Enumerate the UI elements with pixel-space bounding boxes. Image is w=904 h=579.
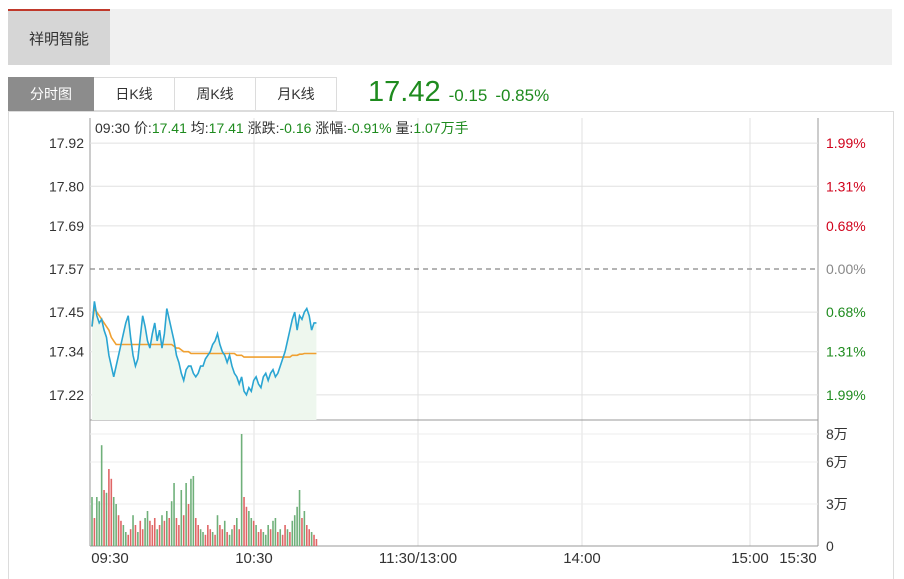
pct-tick-label: 1.31% — [826, 178, 866, 194]
y-tick-label: 17.92 — [49, 135, 84, 151]
tab-daily-k[interactable]: 日K线 — [94, 77, 175, 111]
info-vol: 1.07万手 — [413, 120, 469, 136]
pct-tick-label: 1.99% — [826, 135, 866, 151]
price-change: -0.15 — [448, 86, 488, 105]
info-vol-label: 量: — [395, 120, 414, 136]
volume-tick-label: 8万 — [826, 426, 848, 442]
chart-frame — [8, 111, 894, 579]
volume-tick-label: 6万 — [826, 454, 848, 470]
volume-tick-label: 0 — [826, 538, 834, 554]
volume-tick-label: 3万 — [826, 496, 848, 512]
tab-intraday[interactable]: 分时图 — [8, 77, 94, 111]
x-tick-label: 14:00 — [563, 550, 601, 567]
info-avg: 17.41 — [208, 120, 244, 136]
info-price: 17.41 — [151, 120, 187, 136]
info-time: 09:30 — [95, 120, 131, 136]
info-change-label: 涨跌: — [247, 120, 280, 136]
volume-bars — [91, 434, 318, 546]
pct-tick-label: 0.68% — [826, 304, 866, 320]
y-tick-label: 17.45 — [49, 304, 84, 320]
quote-summary: 17.42 -0.15 -0.85% — [368, 76, 549, 112]
y-tick-label: 17.57 — [49, 261, 84, 277]
info-pct: -0.91% — [347, 120, 392, 136]
price-lines — [91, 301, 317, 397]
info-price-label: 价: — [133, 120, 152, 136]
price-change-percent: -0.85% — [495, 86, 550, 105]
x-tick-label: 10:30 — [235, 550, 273, 567]
y-tick-label: 17.34 — [49, 344, 84, 360]
tab-weekly-k[interactable]: 周K线 — [175, 77, 256, 111]
x-tick-label: 09:30 — [91, 550, 129, 567]
pct-tick-label: 1.31% — [826, 344, 866, 360]
chart-type-tabs: 分时图 日K线 周K线 月K线 — [8, 77, 337, 111]
x-tick-label: 15:30 — [779, 550, 817, 567]
tab-monthly-k[interactable]: 月K线 — [256, 77, 337, 111]
pct-tick-label: 1.99% — [826, 387, 866, 403]
y-tick-label: 17.69 — [49, 218, 84, 234]
stock-name-tab[interactable]: 祥明智能 — [8, 9, 110, 65]
price-area — [92, 301, 317, 420]
stock-tab-bar: 祥明智能 — [8, 9, 892, 65]
price-line — [91, 301, 317, 397]
crosshair-info: 09:30 价:17.41 均:17.41 涨跌:-0.16 涨幅:-0.91%… — [95, 118, 469, 138]
axis-labels: 17.92 1.99% 17.80 1.31% 17.69 0.68% 17.57 0.00%… — [49, 135, 866, 567]
chart-grid — [89, 118, 819, 547]
x-tick-label: 11:30/13:00 — [379, 550, 457, 567]
avg-price-line — [91, 306, 317, 358]
info-change: -0.16 — [279, 120, 312, 136]
y-tick-label: 17.80 — [49, 178, 84, 194]
info-pct-label: 涨幅: — [315, 120, 348, 136]
pct-tick-label: 0.68% — [826, 218, 866, 234]
current-price: 17.42 — [368, 76, 441, 108]
y-tick-label: 17.22 — [49, 387, 84, 403]
price-fill — [92, 301, 317, 420]
info-avg-label: 均: — [190, 120, 209, 136]
pct-tick-label: 0.00% — [826, 261, 866, 277]
x-tick-label: 15:00 — [731, 550, 769, 567]
